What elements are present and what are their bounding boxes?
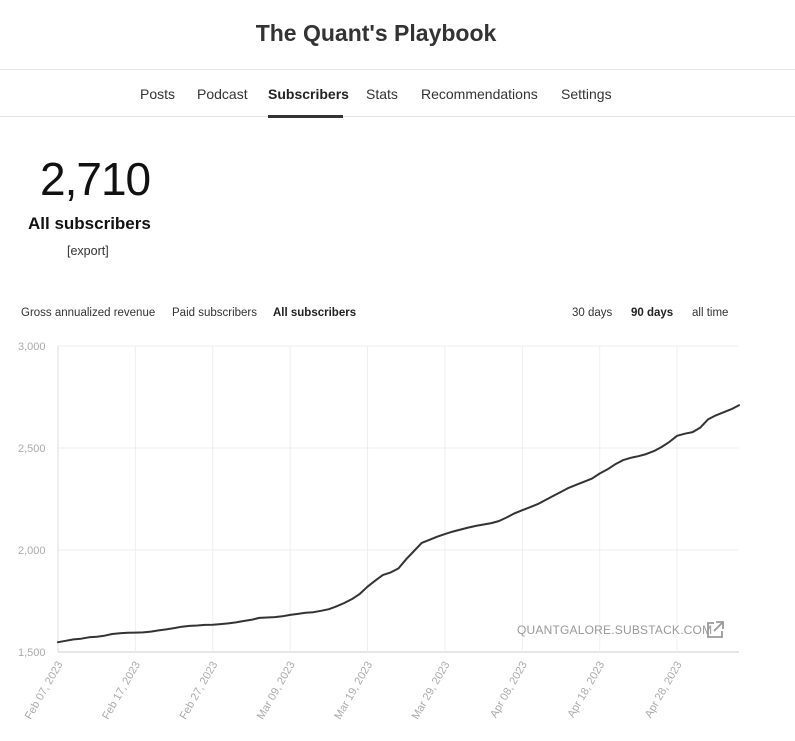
y-tick-label: 3,000 [18,341,46,353]
x-tick-label: Mar 29, 2023 [410,660,453,722]
tab-subscribers[interactable]: Subscribers [268,86,349,102]
substack-link[interactable]: QUANTGALORE.SUBSTACK.COM [517,623,713,637]
x-tick-label: Mar 19, 2023 [332,660,375,722]
tab-podcast[interactable]: Podcast [197,86,248,102]
x-tick-label: Mar 09, 2023 [255,660,298,722]
subscriber-count: 2,710 [40,153,151,205]
metric-tab-gross-revenue[interactable]: Gross annualized revenue [21,307,156,319]
tab-stats[interactable]: Stats [366,86,398,102]
x-tick-label: Feb 27, 2023 [178,660,221,722]
metric-tab-all-subscribers[interactable]: All subscribers [273,307,357,319]
subscriber-count-label: All subscribers [28,214,151,233]
top-nav: Posts Podcast Subscribers Stats Recommen… [0,69,795,118]
x-tick-label: Feb 17, 2023 [100,660,143,722]
series-line-all-subscribers [57,404,740,644]
y-tick-label: 2,500 [18,443,46,455]
range-tab-30-days[interactable]: 30 days [572,307,613,319]
x-tick-label: Apr 28, 2023 [643,660,685,721]
page-title: The Quant's Playbook [255,20,497,46]
y-tick-label: 2,000 [18,545,46,557]
tab-recommendations[interactable]: Recommendations [421,86,538,102]
range-tab-all-time[interactable]: all time [692,307,729,319]
active-tab-indicator [268,115,343,118]
y-tick-label: 1,500 [18,647,46,659]
metric-tab-paid-subscribers[interactable]: Paid subscribers [172,307,258,319]
subscriber-chart: 1,500 2,000 2,500 3,000 Feb 07, 2023 Feb 17, … [18,341,740,722]
tab-settings[interactable]: Settings [561,86,612,102]
x-tick-label: Apr 08, 2023 [488,660,530,721]
x-tick-label: Apr 18, 2023 [565,660,607,721]
x-tick-label: Feb 07, 2023 [23,660,66,722]
tab-posts[interactable]: Posts [140,86,176,102]
external-link-icon[interactable] [705,620,725,640]
export-link[interactable]: [export] [67,244,109,258]
range-tab-90-days[interactable]: 90 days [631,307,674,319]
